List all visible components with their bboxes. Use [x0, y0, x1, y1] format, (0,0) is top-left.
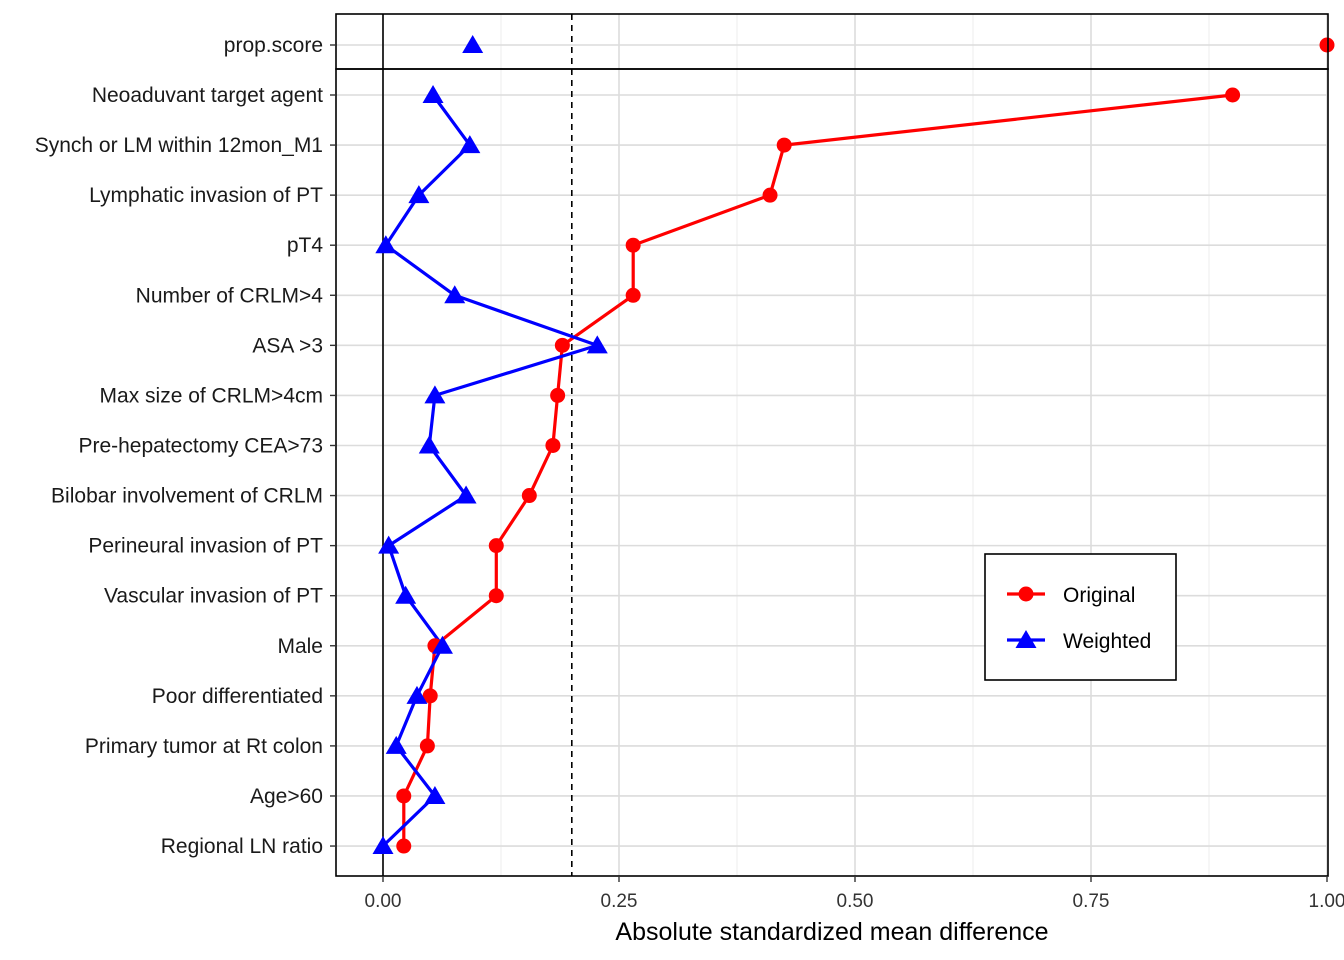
series-line-weighted — [381, 94, 599, 848]
grid — [336, 14, 1328, 876]
point-weighted — [455, 485, 477, 504]
point-original — [550, 387, 566, 403]
x-tick-label: 1.00 — [1309, 891, 1344, 912]
legend-box — [984, 553, 1177, 681]
y-tick-label: Poor differentiated — [152, 685, 323, 708]
y-tick-label: Pre-hepatectomy CEA>73 — [78, 434, 323, 457]
y-tick-label: ASA >3 — [252, 334, 323, 357]
x-tick-label: 0.75 — [1073, 891, 1110, 912]
point-weighted — [372, 836, 394, 855]
point-original — [762, 187, 778, 203]
point-weighted — [406, 685, 428, 704]
point-weighted — [385, 735, 407, 754]
point-weighted — [444, 285, 466, 304]
point-original — [488, 538, 504, 554]
point-original — [625, 287, 641, 303]
x-tick-label: 0.25 — [601, 891, 638, 912]
point-original — [554, 337, 570, 353]
point-original — [625, 237, 641, 253]
y-tick-label: Vascular invasion of PT — [104, 585, 323, 608]
y-tick-label: Lymphatic invasion of PT — [89, 184, 323, 207]
y-tick-label: Bilobar involvement of CRLM — [51, 485, 323, 508]
y-tick-label: Regional LN ratio — [161, 835, 323, 858]
y-tick-label: Age>60 — [250, 785, 323, 808]
y-tick-label: Perineural invasion of PT — [88, 535, 323, 558]
y-tick-label: Neoaduvant target agent — [92, 84, 323, 107]
legend-key-marker-weighted — [1015, 630, 1037, 648]
x-tick-label: 0.50 — [837, 891, 874, 912]
y-tick-label: Number of CRLM>4 — [136, 284, 324, 307]
series-lines — [381, 93, 1233, 848]
point-original — [396, 838, 412, 854]
y-tick-label: Max size of CRLM>4cm — [100, 384, 323, 407]
y-tick-label: Male — [277, 635, 323, 658]
x-axis-title: Absolute standardized mean difference — [615, 918, 1048, 946]
point-weighted — [375, 235, 397, 254]
point-weighted — [459, 135, 481, 154]
legend-label-weighted: Weighted — [1063, 630, 1151, 653]
point-weighted — [424, 785, 446, 804]
x-tick-label: 0.00 — [365, 891, 402, 912]
point-original — [545, 437, 561, 453]
point-original — [488, 588, 504, 604]
point-propscore-weighted — [462, 35, 484, 53]
main-panel-frame — [335, 68, 1329, 877]
series-line-original — [402, 93, 1233, 846]
legend-label-original: Original — [1063, 584, 1135, 607]
y-tick-label: prop.score — [224, 34, 323, 57]
point-weighted — [395, 585, 417, 604]
point-original — [521, 488, 537, 504]
legend: Original Weighted — [984, 553, 1177, 681]
point-propscore-original — [1319, 37, 1335, 53]
point-original — [396, 788, 412, 804]
reference-lines — [382, 14, 573, 876]
point-weighted — [586, 335, 608, 354]
y-tick-label: Synch or LM within 12mon_M1 — [35, 134, 323, 157]
point-original — [419, 738, 435, 754]
axes: prop.score Neoaduvant target agent Synch o… — [35, 34, 1344, 912]
legend-key-marker-original — [1018, 586, 1034, 602]
point-original — [1225, 87, 1241, 103]
point-weighted — [424, 385, 446, 404]
series-points — [372, 35, 1335, 855]
point-weighted — [422, 85, 444, 103]
point-original — [422, 688, 438, 704]
point-weighted — [431, 635, 453, 654]
point-original — [776, 137, 792, 153]
y-tick-label: Primary tumor at Rt colon — [85, 735, 323, 758]
point-weighted — [378, 535, 400, 554]
y-tick-label: pT4 — [287, 234, 324, 257]
panel-frames — [335, 13, 1329, 877]
point-weighted — [408, 185, 430, 204]
point-weighted — [418, 435, 440, 454]
